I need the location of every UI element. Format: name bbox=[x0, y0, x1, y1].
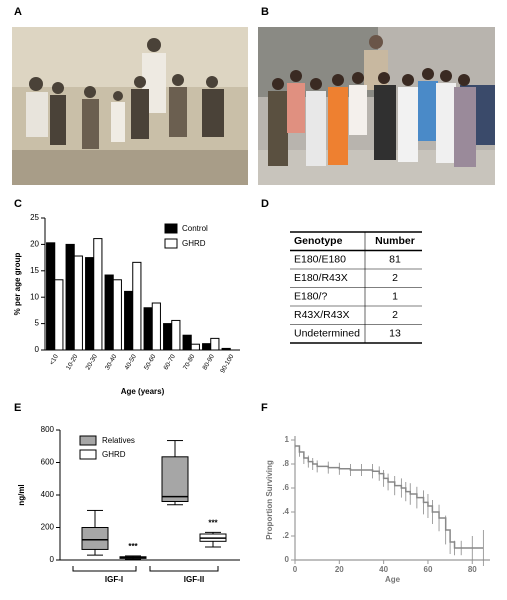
bar bbox=[202, 343, 212, 351]
y-tick-label: 0 bbox=[50, 555, 55, 564]
y-tick-label: 600 bbox=[41, 458, 55, 467]
box bbox=[161, 456, 189, 502]
y-tick-label: 20 bbox=[30, 240, 39, 249]
x-tick-label: 20-30 bbox=[85, 353, 100, 371]
y-tick-label: .2 bbox=[282, 531, 289, 540]
panel-label: B bbox=[261, 6, 269, 18]
x-tick-label: 20 bbox=[335, 565, 344, 574]
legend-swatch bbox=[79, 449, 97, 460]
bar bbox=[93, 238, 103, 351]
bar bbox=[54, 279, 64, 351]
x-tick-label: 80-90 bbox=[202, 353, 217, 371]
x-tick-label: 40 bbox=[379, 565, 388, 574]
x-tick-label: IGF-I bbox=[105, 575, 123, 584]
bar bbox=[132, 261, 142, 351]
y-axis-label: Proportion Surviving bbox=[265, 460, 274, 540]
bar bbox=[143, 307, 153, 351]
bar bbox=[171, 319, 181, 351]
x-tick-label: 0 bbox=[293, 565, 298, 574]
legend-swatch bbox=[164, 223, 178, 234]
table-header: Number bbox=[375, 235, 415, 247]
legend-swatch bbox=[164, 238, 178, 249]
photo-b bbox=[258, 27, 495, 185]
y-tick-label: 15 bbox=[30, 266, 39, 275]
y-tick-label: 0 bbox=[285, 555, 290, 564]
x-tick-label: 30-40 bbox=[104, 353, 119, 371]
bar bbox=[73, 255, 83, 351]
bar bbox=[221, 347, 231, 351]
table-cell: Undetermined bbox=[294, 328, 360, 340]
table-cell: 1 bbox=[392, 291, 398, 303]
table-cell: E180/R43X bbox=[294, 272, 348, 284]
x-tick-label: 40-50 bbox=[124, 353, 139, 371]
legend-label: GHRD bbox=[182, 239, 206, 248]
panel-label: C bbox=[14, 198, 22, 210]
table-cell: E180/? bbox=[294, 291, 327, 303]
table-cell: 2 bbox=[392, 309, 398, 321]
survival-curve bbox=[295, 445, 484, 549]
bar bbox=[124, 290, 134, 351]
legend-label: Control bbox=[182, 224, 208, 233]
x-tick-label: 50-60 bbox=[143, 353, 158, 371]
x-tick-label: 60 bbox=[424, 565, 433, 574]
y-tick-label: 25 bbox=[30, 213, 39, 222]
x-axis-label: Age bbox=[385, 575, 401, 584]
y-axis-label: ng/ml bbox=[17, 484, 26, 505]
panel-label: F bbox=[261, 402, 268, 414]
table-header: Genotype bbox=[294, 235, 343, 247]
x-tick-label: IGF-II bbox=[184, 575, 204, 584]
table: Genotype Number E180/E180 81 E180/R43X 2 E180/… bbox=[290, 231, 422, 344]
annotation: *** bbox=[208, 518, 218, 527]
y-axis-label: % per age group bbox=[13, 253, 22, 316]
table-cell: 2 bbox=[392, 272, 398, 284]
bar bbox=[190, 343, 200, 351]
bar bbox=[46, 242, 56, 351]
table-cell: 13 bbox=[389, 328, 401, 340]
bar bbox=[85, 257, 95, 351]
bar bbox=[151, 302, 161, 351]
x-axis-label: Age (years) bbox=[121, 387, 165, 396]
bar bbox=[210, 337, 220, 351]
bar bbox=[112, 279, 122, 351]
bar bbox=[182, 334, 192, 351]
bar bbox=[104, 274, 114, 351]
box bbox=[81, 527, 109, 550]
legend-swatch bbox=[79, 435, 97, 446]
axes bbox=[294, 436, 490, 561]
x-tick-label: 80 bbox=[468, 565, 477, 574]
y-tick-label: 1 bbox=[285, 435, 290, 444]
panel-label: E bbox=[14, 402, 21, 414]
legend-label: GHRD bbox=[102, 450, 126, 459]
y-tick-label: 5 bbox=[35, 319, 40, 328]
panel-label: A bbox=[14, 6, 22, 18]
x-tick-label: 70-80 bbox=[182, 353, 197, 371]
photo-a bbox=[12, 27, 248, 185]
y-tick-label: .4 bbox=[282, 507, 289, 516]
table-cell: R43X/R43X bbox=[294, 309, 349, 321]
x-tick-label: 10-20 bbox=[65, 353, 80, 371]
x-tick-label: 90-100 bbox=[219, 353, 235, 374]
y-tick-label: 10 bbox=[30, 292, 39, 301]
y-tick-label: 400 bbox=[41, 490, 55, 499]
y-tick-label: 0 bbox=[35, 345, 40, 354]
table-cell: E180/E180 bbox=[294, 254, 346, 266]
y-tick-label: .8 bbox=[282, 459, 289, 468]
x-tick-label: 60-70 bbox=[163, 353, 178, 371]
y-tick-label: 800 bbox=[41, 425, 55, 434]
table-cell: 81 bbox=[389, 254, 401, 266]
bar bbox=[65, 243, 75, 351]
y-tick-label: 200 bbox=[41, 523, 55, 532]
y-tick-label: .6 bbox=[282, 483, 289, 492]
legend-label: Relatives bbox=[102, 436, 135, 445]
survival-chart: 0 .2 .4 .6 .8 1 0 20 40 60 80 Proportion Surviving A… bbox=[265, 435, 484, 584]
x-tick-label: <10 bbox=[48, 353, 60, 366]
bar bbox=[163, 323, 173, 351]
annotation: *** bbox=[128, 542, 138, 551]
panel-label: D bbox=[261, 198, 269, 210]
